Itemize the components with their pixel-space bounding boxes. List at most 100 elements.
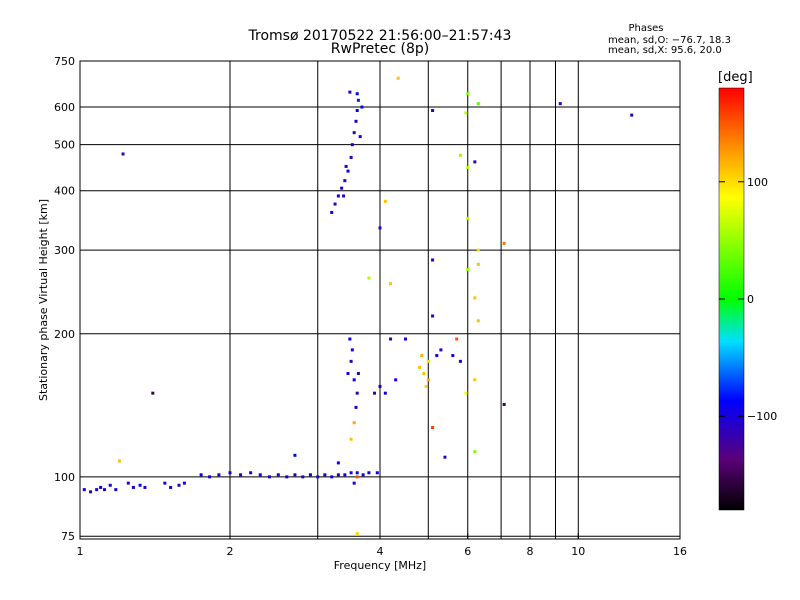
data-point	[217, 473, 220, 476]
data-point	[359, 135, 362, 138]
data-point	[139, 484, 142, 487]
data-point	[345, 165, 348, 168]
data-point	[389, 282, 392, 285]
data-point	[151, 392, 154, 395]
data-point	[356, 109, 359, 112]
data-point	[455, 338, 458, 341]
data-point	[127, 482, 130, 485]
data-point	[143, 486, 146, 489]
data-point	[459, 360, 462, 363]
data-point	[351, 348, 354, 351]
data-point	[466, 268, 469, 271]
data-point	[350, 471, 353, 474]
data-point	[389, 338, 392, 341]
data-point	[464, 111, 467, 114]
x-tick-label: 8	[527, 545, 534, 558]
data-point	[350, 156, 353, 159]
data-point	[337, 194, 340, 197]
data-point	[301, 475, 304, 478]
data-point	[163, 482, 166, 485]
data-point	[427, 378, 430, 381]
data-point	[89, 490, 92, 493]
data-point	[229, 471, 232, 474]
data-point	[362, 473, 365, 476]
data-point	[99, 486, 102, 489]
data-point	[356, 471, 359, 474]
data-point	[277, 473, 280, 476]
data-point	[249, 471, 252, 474]
data-point	[367, 471, 370, 474]
data-point	[208, 475, 211, 478]
data-point	[334, 203, 337, 206]
data-point	[367, 277, 370, 280]
colorbar-tick-label: 100	[747, 176, 768, 189]
data-point	[350, 438, 353, 441]
data-point	[337, 473, 340, 476]
data-point	[397, 77, 400, 80]
data-point	[346, 170, 349, 173]
data-point	[360, 106, 363, 109]
data-point	[477, 249, 480, 252]
data-point	[435, 354, 438, 357]
data-point	[394, 378, 397, 381]
x-tick-label: 10	[571, 545, 585, 558]
data-point	[357, 372, 360, 375]
data-point	[293, 454, 296, 457]
data-point	[443, 456, 446, 459]
data-point	[95, 488, 98, 491]
colorbar-tick-label: 0	[747, 293, 754, 306]
data-point	[376, 471, 379, 474]
data-point	[118, 459, 121, 462]
data-point	[451, 354, 454, 357]
data-point	[285, 475, 288, 478]
data-point	[473, 160, 476, 163]
data-point	[353, 131, 356, 134]
y-tick-label: 300	[54, 244, 75, 257]
data-point	[431, 315, 434, 318]
data-point	[425, 385, 428, 388]
x-tick-label: 1	[77, 545, 84, 558]
y-tick-label: 750	[54, 55, 75, 68]
data-point	[431, 109, 434, 112]
data-point	[83, 488, 86, 491]
data-point	[427, 360, 430, 363]
data-point	[330, 211, 333, 214]
data-point	[259, 473, 262, 476]
data-point	[477, 319, 480, 322]
data-point	[630, 114, 633, 117]
data-point	[343, 473, 346, 476]
data-point	[431, 258, 434, 261]
data-point	[379, 226, 382, 229]
data-point	[466, 217, 469, 220]
data-point	[346, 372, 349, 375]
data-point	[183, 482, 186, 485]
data-point	[354, 406, 357, 409]
data-point	[200, 473, 203, 476]
colorbar-tick-label: −100	[747, 410, 777, 423]
data-point	[459, 154, 462, 157]
data-point	[384, 200, 387, 203]
data-point	[330, 475, 333, 478]
data-point	[122, 152, 125, 155]
y-tick-label: 75	[61, 530, 75, 543]
data-point	[379, 385, 382, 388]
data-point	[477, 263, 480, 266]
data-point	[503, 242, 506, 245]
data-point	[353, 378, 356, 381]
data-point	[404, 338, 407, 341]
axis-ticks: 1 2 4 6 8 10 16 75 100 200 300 400 500 600 750	[54, 55, 687, 558]
data-point	[268, 475, 271, 478]
data-point	[466, 92, 469, 95]
data-point	[464, 392, 467, 395]
data-points	[83, 77, 633, 535]
data-point	[103, 488, 106, 491]
data-point	[384, 392, 387, 395]
data-point	[353, 421, 356, 424]
data-point	[473, 450, 476, 453]
data-point	[343, 179, 346, 182]
data-point	[351, 143, 354, 146]
data-point	[323, 473, 326, 476]
data-point	[356, 92, 359, 95]
y-axis-label: Stationary phase Virtual Height [km]	[37, 199, 50, 401]
data-point	[466, 166, 469, 169]
